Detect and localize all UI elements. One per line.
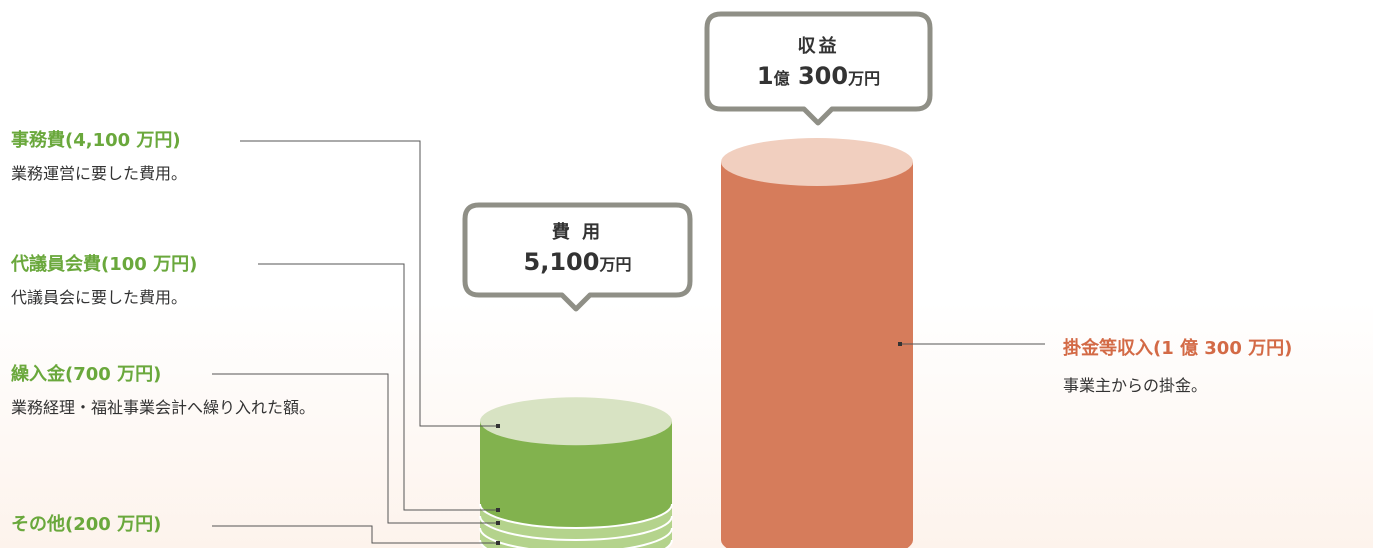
leader-kurinyu	[212, 373, 498, 524]
revenue-bubble-value: 1億 300万円	[707, 62, 930, 90]
expense-segment-edge-1	[479, 527, 673, 548]
leader-kurinyu-dot	[496, 521, 500, 525]
label-sonota-title: その他(200 万円)	[11, 514, 162, 535]
revenue-bubble-unit: 万円	[848, 69, 881, 88]
expense-bubble-head: 費 用	[551, 222, 604, 243]
expense-cylinder-top	[480, 397, 672, 446]
expense-bubble-number: 5,100	[523, 248, 600, 276]
label-kurinyu: 繰入金(700 万円) 業務経理・福祉事業会計へ繰り入れた額。	[11, 364, 391, 421]
revenue-bubble	[704, 11, 933, 126]
expense-bubble-value: 5,100万円	[465, 248, 690, 276]
leader-kakekin-dot	[898, 342, 902, 346]
label-daigiin-desc: 代議員会に要した費用。	[11, 287, 188, 307]
revenue-cylinder-top	[721, 137, 913, 186]
label-sonota: その他(200 万円)	[11, 514, 161, 536]
label-jimu-title: 事務費(4,100 万円)	[11, 130, 181, 151]
label-kakekin-desc: 事業主からの掛金。	[1063, 376, 1208, 395]
expense-bubble-text: 費 用 5,100万円	[465, 218, 690, 276]
label-kurinyu-desc: 業務経理・福祉事業会計へ繰り入れた額。	[11, 397, 316, 417]
label-jimu-desc: 業務運営に要した費用。	[11, 163, 188, 183]
label-jimu: 事務費(4,100 万円) 業務運営に要した費用。	[11, 130, 187, 187]
revenue-bubble-prefix: 1	[756, 62, 774, 90]
revenue-bubble-text: 収益 1億 300万円	[707, 32, 930, 90]
leader-jimu-dot	[496, 424, 500, 428]
expense-segment-jimu-edge	[479, 503, 673, 529]
leader-sonota	[212, 525, 498, 544]
label-kakekin-title: 掛金等収入(1 億 300 万円)	[1063, 338, 1293, 359]
label-kakekin: 掛金等収入(1 億 300 万円) 事業主からの掛金。	[1063, 334, 1292, 399]
expense-segment-edge-2	[479, 515, 673, 541]
leader-sonota-dot	[496, 541, 500, 545]
leader-daigiin	[258, 263, 498, 511]
revenue-bubble-head: 収益	[797, 36, 840, 57]
leader-daigiin-dot	[496, 508, 500, 512]
label-kurinyu-title: 繰入金(700 万円)	[11, 364, 162, 385]
revenue-bubble-oku: 億	[773, 69, 790, 88]
expense-bubble-unit: 万円	[599, 255, 632, 274]
label-daigiin-title: 代議員会費(100 万円)	[11, 254, 198, 275]
revenue-cylinder-body	[721, 161, 913, 548]
expense-segment-jimu	[480, 421, 672, 528]
label-daigiin: 代議員会費(100 万円) 代議員会に要した費用。	[11, 254, 197, 311]
revenue-bubble-number: 300	[797, 62, 849, 90]
expense-bubble	[462, 202, 693, 312]
leader-jimu	[240, 140, 498, 427]
